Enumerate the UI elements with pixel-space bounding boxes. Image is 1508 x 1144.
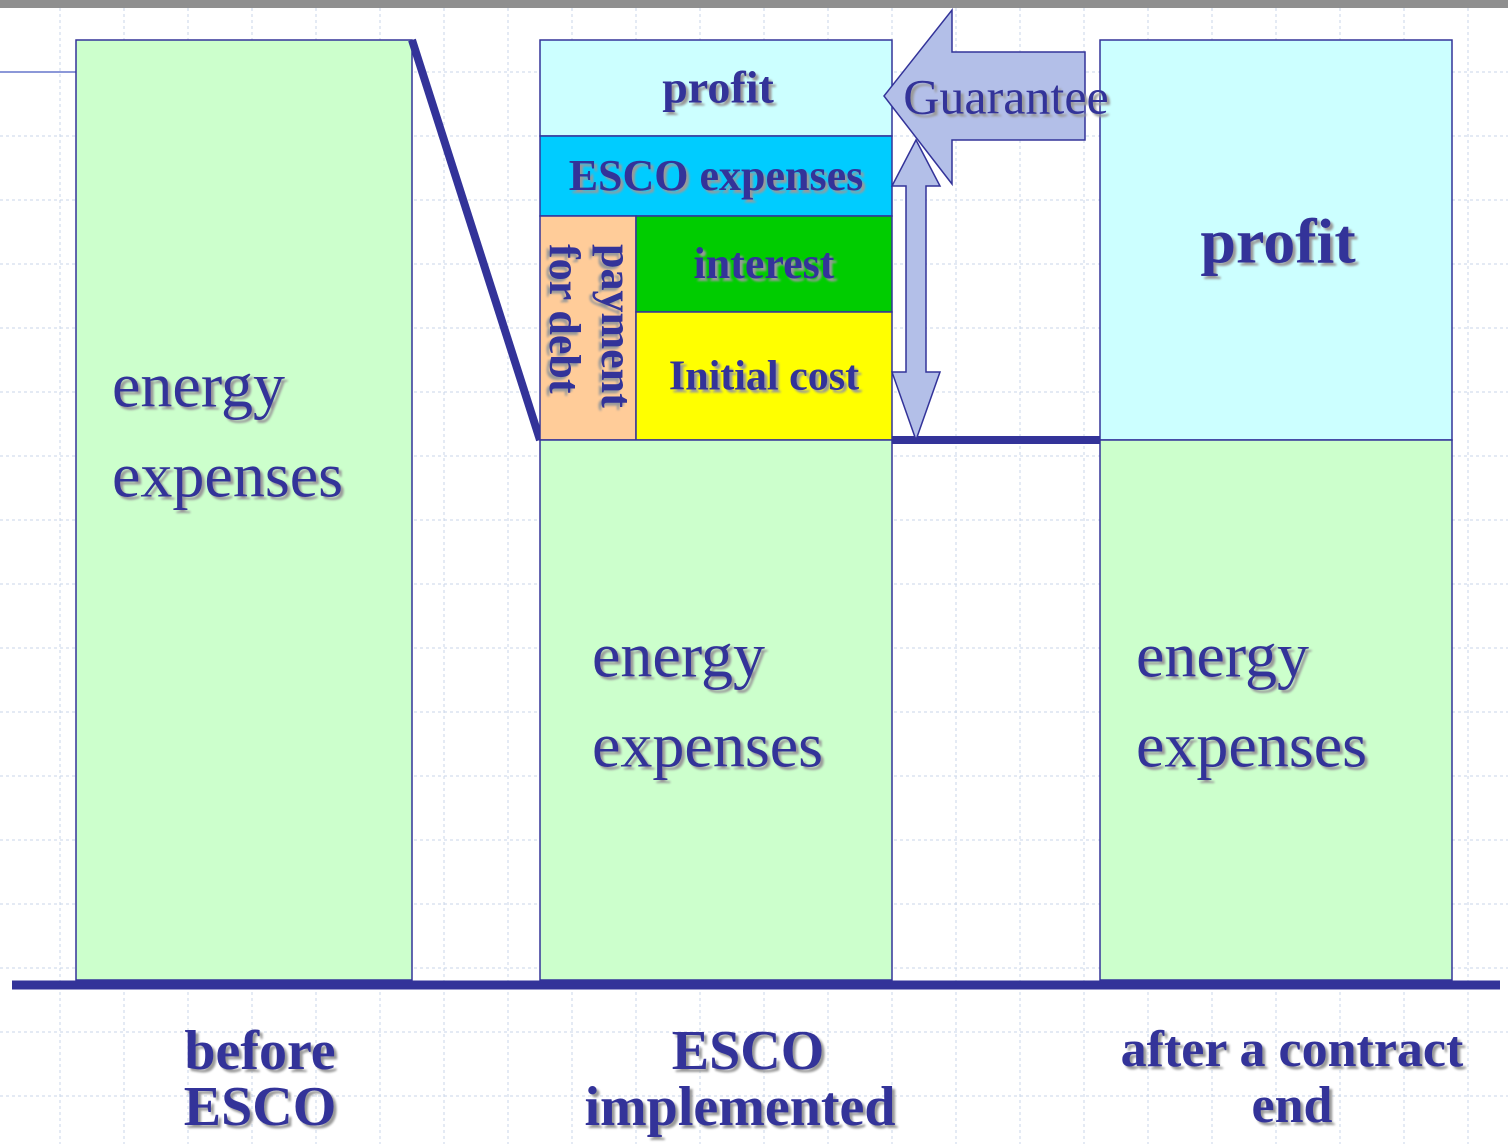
- column-label: end: [1252, 1077, 1333, 1134]
- segment-text: profit: [1200, 206, 1356, 277]
- guarantee-arrow: [883, 7, 1086, 187]
- segment-text: energy: [112, 350, 285, 421]
- energy-box: [75, 39, 413, 981]
- segment-text: payment: [592, 244, 641, 408]
- segment-text: ESCO expenses: [569, 151, 864, 200]
- segment-text: energy: [592, 620, 765, 691]
- profit-box: [539, 39, 893, 137]
- column-label: ESCO: [184, 1076, 337, 1138]
- segment-text: expenses: [112, 440, 343, 511]
- double-arrow: [890, 138, 942, 443]
- guarantee-label: Guarantee: [903, 68, 1108, 124]
- esco-expenses-box: [539, 135, 893, 217]
- column-label: after a contract: [1121, 1021, 1464, 1078]
- segment-text: interest: [694, 239, 835, 288]
- connector: [408, 38, 544, 442]
- interest-box: [635, 215, 893, 313]
- column-label: before: [184, 1020, 335, 1082]
- initial-cost-box: [635, 311, 893, 441]
- segment-text: expenses: [592, 710, 823, 781]
- segment-text: Initial cost: [669, 354, 859, 400]
- segment-text: expenses: [1136, 710, 1367, 781]
- column-label: implemented: [584, 1076, 895, 1138]
- segment-text: profit: [662, 62, 774, 113]
- payment-box: [539, 215, 637, 441]
- segment-text: for debt: [540, 244, 589, 394]
- energy-box: [1099, 439, 1453, 981]
- energy-box: [539, 439, 893, 981]
- column-label: ESCO: [672, 1020, 825, 1082]
- segment-text: energy: [1136, 620, 1309, 691]
- top-bar: [0, 0, 1508, 8]
- profit-box: [1099, 39, 1453, 441]
